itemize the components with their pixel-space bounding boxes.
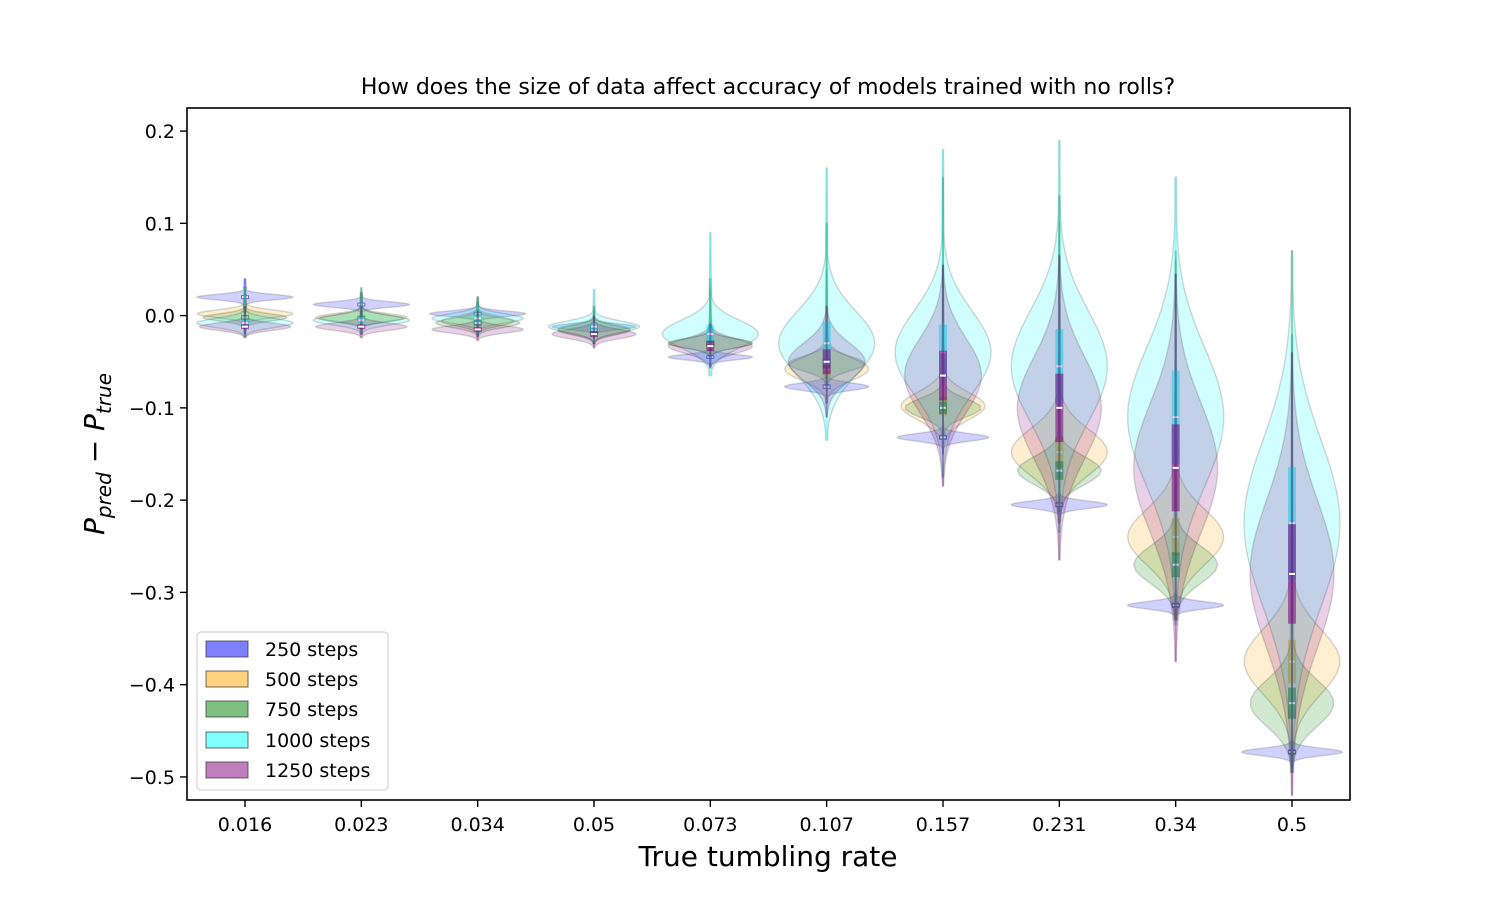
violin-body bbox=[315, 287, 408, 335]
y-axis-label-minus: − bbox=[78, 431, 111, 472]
legend-item: 1000 steps bbox=[205, 730, 370, 752]
x-tick-label: 0.05 bbox=[573, 814, 615, 836]
legend-label: 750 steps bbox=[265, 699, 358, 721]
y-tick-label: 0.0 bbox=[145, 306, 175, 328]
violin-body bbox=[1010, 493, 1108, 524]
legend-swatch bbox=[205, 761, 249, 779]
y-tick-label: −0.5 bbox=[129, 767, 175, 789]
chart-title: How does the size of data affect accurac… bbox=[361, 75, 1175, 100]
x-axis: 0.016 0.023 0.034 0.05 0.073 0.107 0.157 0.231 0… bbox=[218, 800, 1307, 836]
violin-series bbox=[196, 139, 1341, 773]
legend-item: 750 steps bbox=[205, 699, 358, 721]
legend-item: 500 steps bbox=[205, 669, 358, 691]
violin-body bbox=[312, 287, 411, 335]
y-axis-label-sub-true: true bbox=[92, 373, 116, 414]
legend-swatch bbox=[205, 700, 249, 718]
y-axis: 0.2 0.1 0.0 −0.1 −0.2 −0.3 −0.4 −0.5 bbox=[129, 121, 187, 789]
legend-swatch bbox=[205, 731, 249, 749]
legend-swatch bbox=[205, 670, 249, 688]
violin-body bbox=[196, 287, 294, 335]
x-axis-label: True tumbling rate bbox=[638, 840, 898, 873]
violin-body bbox=[547, 289, 641, 344]
violin-body bbox=[198, 305, 292, 339]
legend-label: 1000 steps bbox=[265, 730, 370, 752]
violin-body bbox=[896, 425, 990, 455]
y-axis-label-sub-pred: pred bbox=[92, 472, 116, 519]
x-tick-label: 0.073 bbox=[683, 814, 737, 836]
x-tick-label: 0.157 bbox=[916, 814, 970, 836]
violin-body bbox=[195, 278, 295, 324]
x-tick-label: 0.107 bbox=[799, 814, 853, 836]
x-tick-label: 0.5 bbox=[1277, 814, 1307, 836]
legend-item: 250 steps bbox=[205, 639, 358, 661]
violin-body bbox=[202, 287, 288, 335]
y-tick-label: 0.1 bbox=[145, 213, 175, 235]
x-tick-label: 0.023 bbox=[334, 814, 388, 836]
violin-body bbox=[314, 305, 408, 339]
violin-body bbox=[667, 287, 754, 358]
legend-swatch bbox=[205, 640, 249, 658]
y-tick-label: −0.4 bbox=[129, 675, 175, 697]
y-tick-label: −0.2 bbox=[129, 490, 175, 512]
violin-body bbox=[894, 148, 992, 478]
legend-label: 500 steps bbox=[265, 669, 358, 691]
x-tick-label: 0.34 bbox=[1155, 814, 1197, 836]
y-tick-label: −0.3 bbox=[129, 582, 175, 604]
violin-body bbox=[431, 310, 524, 342]
legend: 250 steps 500 steps 750 steps 1000 steps… bbox=[196, 631, 389, 791]
legend-label: 250 steps bbox=[265, 639, 358, 661]
violin-body bbox=[312, 291, 411, 326]
x-tick-label: 0.231 bbox=[1032, 814, 1086, 836]
violin-body bbox=[318, 291, 405, 335]
y-tick-label: 0.2 bbox=[145, 121, 175, 143]
plot-frame bbox=[186, 107, 1351, 801]
violin-body bbox=[661, 231, 759, 377]
x-tick-label: 0.034 bbox=[450, 814, 504, 836]
y-tick-label: −0.1 bbox=[129, 398, 175, 420]
y-axis-label: Ppred − Ptrue bbox=[78, 373, 116, 535]
y-axis-label-main: P bbox=[78, 518, 111, 535]
violins-layer bbox=[195, 139, 1344, 797]
violin-body bbox=[196, 287, 294, 338]
x-tick-label: 0.016 bbox=[218, 814, 272, 836]
violin-series bbox=[198, 254, 1335, 797]
legend-label: 1250 steps bbox=[265, 760, 370, 782]
y-axis-label-main-2: P bbox=[78, 414, 111, 431]
violin-body bbox=[777, 167, 876, 441]
legend-item: 1250 steps bbox=[205, 760, 370, 782]
